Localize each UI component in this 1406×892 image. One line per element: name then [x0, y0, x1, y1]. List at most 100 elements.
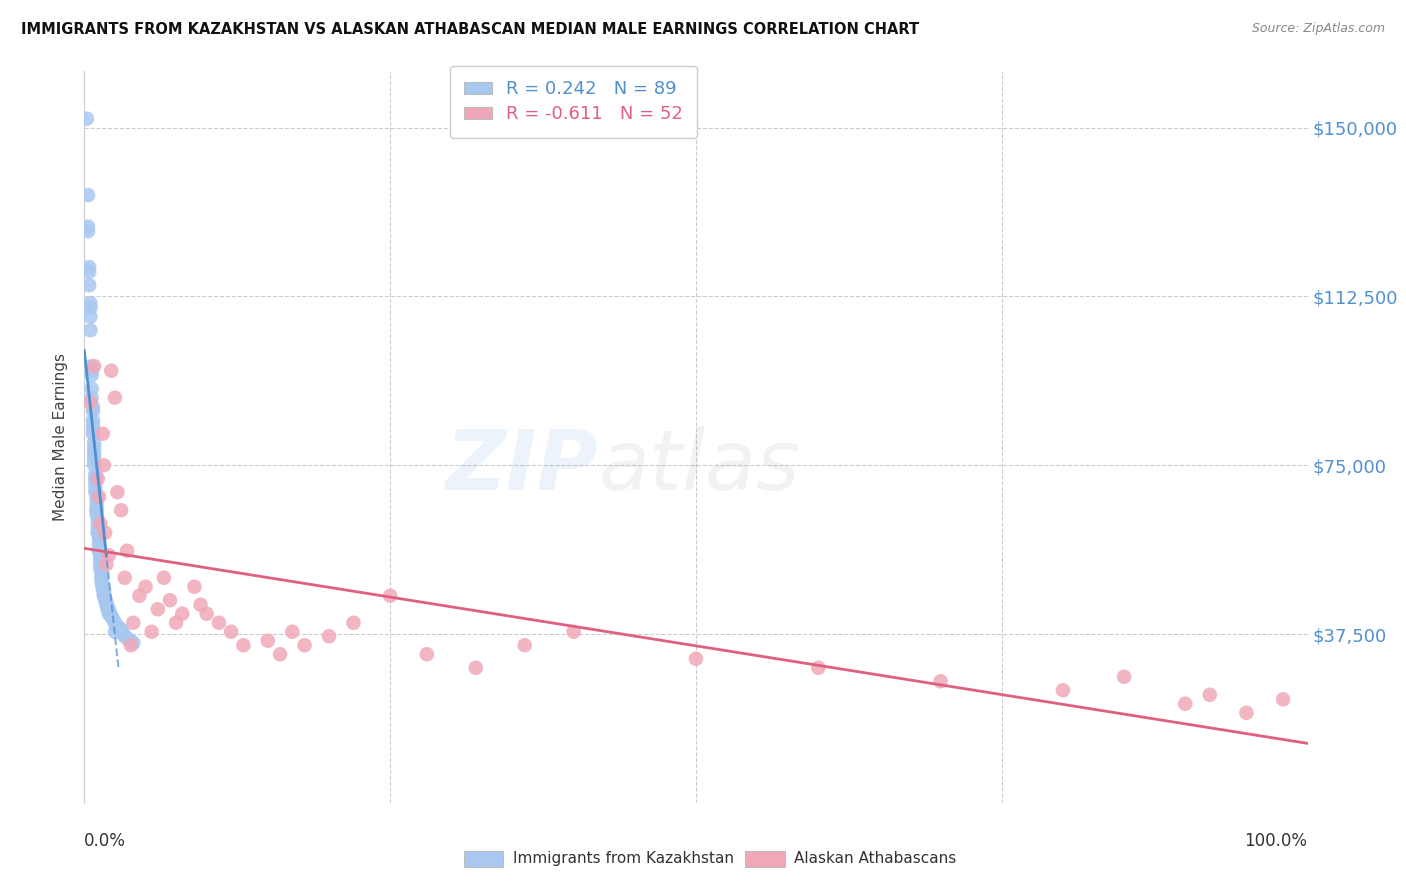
Point [87, 490, 110, 504]
Point [84, 472, 107, 486]
Point [83, 458, 105, 473]
Point [83, 453, 105, 467]
Point [294, 638, 316, 652]
Point [91, 580, 114, 594]
Point [146, 602, 169, 616]
Point [122, 636, 145, 650]
Point [86, 499, 108, 513]
Point [77, 265, 100, 279]
Point [80, 364, 103, 378]
Point [84, 467, 107, 482]
Point [93, 589, 115, 603]
Point [195, 607, 218, 621]
Point [807, 661, 830, 675]
Point [115, 543, 138, 558]
Point [219, 624, 242, 639]
Point [96, 558, 118, 572]
Point [86, 508, 108, 522]
Point [110, 623, 132, 637]
Point [93, 584, 115, 599]
Point [103, 614, 125, 628]
Point [380, 589, 402, 603]
Point [342, 615, 364, 630]
Point [77, 224, 100, 238]
Point [83, 449, 105, 463]
Point [141, 624, 163, 639]
Point [77, 219, 100, 234]
Point [114, 571, 136, 585]
Point [122, 615, 145, 630]
Point [232, 638, 254, 652]
Point [128, 589, 150, 603]
Point [87, 521, 110, 535]
Point [281, 624, 304, 639]
Point [83, 444, 105, 458]
Point [90, 575, 112, 590]
Point [94, 525, 117, 540]
Point [82, 413, 104, 427]
Point [513, 638, 536, 652]
Point [159, 593, 181, 607]
Point [1236, 706, 1258, 720]
Point [94, 593, 117, 607]
Point [77, 260, 100, 275]
Point [96, 595, 118, 609]
Point [86, 503, 108, 517]
Point [1114, 670, 1136, 684]
Point [87, 539, 110, 553]
Point [87, 512, 110, 526]
Point [80, 368, 103, 383]
Point [97, 548, 120, 562]
Point [90, 571, 112, 585]
Text: Source: ZipAtlas.com: Source: ZipAtlas.com [1251, 22, 1385, 36]
Text: Immigrants from Kazakhstan: Immigrants from Kazakhstan [513, 851, 734, 865]
Point [172, 607, 194, 621]
Point [104, 391, 127, 405]
Point [685, 652, 707, 666]
Point [97, 602, 120, 616]
Text: atlas: atlas [598, 425, 800, 507]
Point [80, 391, 103, 405]
Point [97, 607, 120, 621]
Point [94, 591, 117, 605]
Point [153, 571, 176, 585]
Point [183, 580, 205, 594]
Y-axis label: Median Male Earnings: Median Male Earnings [53, 353, 69, 521]
Point [120, 638, 142, 652]
Point [1052, 683, 1074, 698]
Point [318, 629, 340, 643]
Point [562, 624, 585, 639]
Point [111, 624, 134, 639]
Point [80, 359, 103, 374]
Point [82, 422, 104, 436]
Point [86, 503, 108, 517]
Point [114, 629, 136, 643]
Point [79, 395, 101, 409]
Point [87, 472, 110, 486]
Point [91, 577, 114, 591]
Point [79, 323, 101, 337]
Point [79, 301, 101, 315]
Point [89, 553, 111, 567]
Point [87, 534, 110, 549]
Text: 0.0%: 0.0% [84, 832, 127, 850]
Point [208, 615, 231, 630]
Point [93, 589, 115, 603]
Point [97, 602, 120, 616]
Point [90, 566, 112, 581]
Text: IMMIGRANTS FROM KAZAKHSTAN VS ALASKAN ATHABASCAN MEDIAN MALE EARNINGS CORRELATIO: IMMIGRANTS FROM KAZAKHSTAN VS ALASKAN AT… [21, 22, 920, 37]
Text: ZIP: ZIP [446, 425, 598, 507]
Point [84, 476, 107, 491]
Point [1198, 688, 1220, 702]
Point [82, 417, 104, 432]
Point [90, 571, 112, 585]
Point [96, 598, 118, 612]
Point [89, 553, 111, 567]
Point [269, 647, 291, 661]
Point [105, 618, 128, 632]
Point [76, 112, 98, 126]
Point [93, 458, 115, 473]
Point [84, 472, 107, 486]
Legend: R = 0.242   N = 89, R = -0.611   N = 52: R = 0.242 N = 89, R = -0.611 N = 52 [450, 66, 697, 138]
Point [97, 605, 120, 619]
